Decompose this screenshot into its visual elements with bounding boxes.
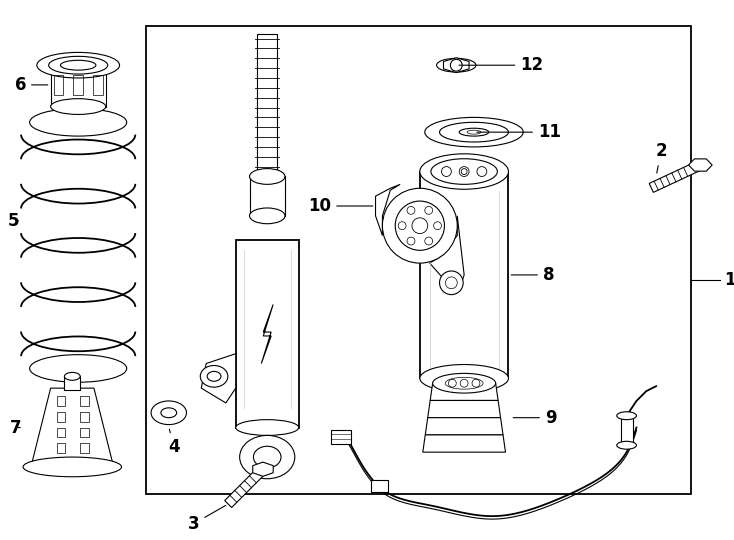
Text: 10: 10 (308, 197, 373, 215)
Bar (80, 412, 89, 422)
Ellipse shape (420, 364, 509, 392)
Ellipse shape (236, 420, 299, 435)
Polygon shape (430, 383, 498, 401)
Ellipse shape (51, 99, 106, 114)
Bar (250, 177, 285, 216)
Text: 6: 6 (15, 76, 48, 94)
Bar (146, 26, 691, 495)
Text: 5: 5 (7, 212, 19, 230)
Ellipse shape (617, 441, 636, 449)
Text: 8: 8 (511, 266, 554, 284)
Polygon shape (428, 401, 501, 417)
Bar (236, 240, 299, 428)
Ellipse shape (200, 366, 228, 387)
Ellipse shape (65, 373, 80, 380)
Ellipse shape (459, 128, 489, 136)
Text: 3: 3 (188, 505, 226, 532)
Text: 11: 11 (477, 123, 561, 141)
Ellipse shape (60, 60, 96, 70)
Polygon shape (425, 417, 503, 435)
Ellipse shape (250, 208, 285, 224)
Text: 9: 9 (513, 409, 556, 427)
Bar (80, 396, 89, 406)
Circle shape (382, 188, 457, 263)
Ellipse shape (23, 457, 122, 477)
Polygon shape (376, 184, 400, 235)
Ellipse shape (250, 168, 285, 184)
Ellipse shape (420, 154, 509, 189)
Bar (54, 75, 63, 94)
Bar (80, 428, 89, 437)
Polygon shape (443, 58, 469, 72)
Bar (258, 33, 277, 177)
Polygon shape (225, 465, 266, 508)
Text: 1: 1 (724, 271, 734, 289)
Ellipse shape (240, 435, 295, 479)
Bar (57, 396, 65, 406)
Bar (57, 428, 65, 437)
Ellipse shape (37, 52, 120, 78)
Bar (93, 75, 103, 94)
Text: 12: 12 (459, 56, 543, 74)
Ellipse shape (432, 373, 495, 393)
Polygon shape (429, 216, 464, 289)
Text: 4: 4 (168, 429, 180, 456)
Bar (65, 376, 80, 390)
Bar (80, 443, 89, 453)
Bar (420, 172, 509, 379)
Ellipse shape (617, 412, 636, 420)
Polygon shape (423, 435, 506, 452)
Ellipse shape (151, 401, 186, 424)
Bar (331, 429, 351, 444)
Text: 2: 2 (655, 142, 667, 173)
Polygon shape (649, 160, 702, 192)
Bar (57, 412, 65, 422)
Text: 7: 7 (10, 418, 21, 436)
Polygon shape (201, 354, 236, 403)
Bar (621, 416, 633, 446)
Circle shape (440, 271, 463, 295)
Ellipse shape (425, 117, 523, 147)
Bar (371, 480, 388, 491)
Bar (73, 75, 83, 94)
Polygon shape (252, 462, 273, 476)
Polygon shape (688, 159, 712, 171)
Polygon shape (31, 388, 114, 467)
Bar (57, 443, 65, 453)
